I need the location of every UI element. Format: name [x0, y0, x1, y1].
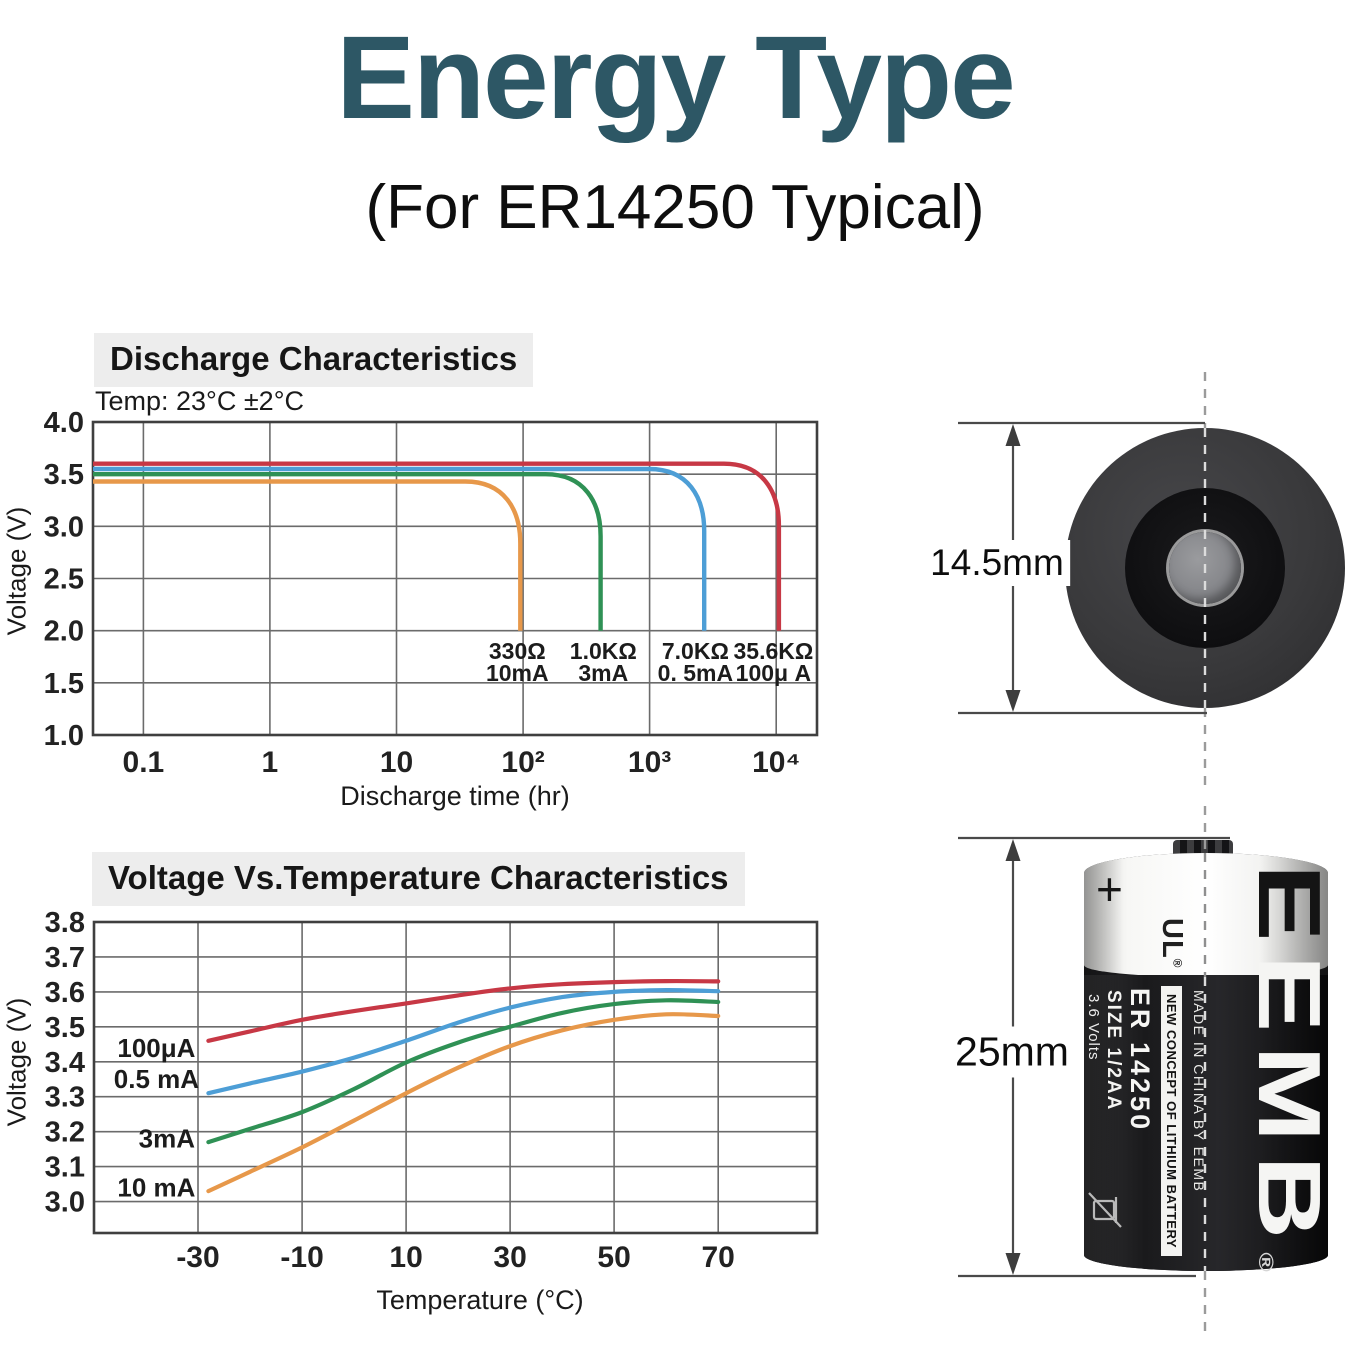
- load-annotation-line2: 3mA: [578, 660, 628, 686]
- series-label-100μA: 100μA: [117, 1033, 195, 1063]
- discharge-chart-heading: Discharge Characteristics: [94, 333, 534, 387]
- y-tick-label: 3.8: [45, 907, 85, 939]
- discharge-curve-7.0KΩ 0.5mA: [93, 466, 707, 631]
- page-title: Energy Type: [336, 12, 1015, 144]
- y-tick-label: 1.5: [44, 668, 84, 700]
- load-annotation-line1: 7.0KΩ: [662, 638, 729, 664]
- plus-polarity-mark: +: [1096, 863, 1123, 915]
- series-label-3mA: 3mA: [139, 1124, 196, 1154]
- x-tick-label: 1: [262, 746, 279, 779]
- eemb-logo: EEMB®: [1240, 864, 1339, 1272]
- diameter-dimension-label: 14.5mm: [924, 540, 1070, 586]
- x-tick-label: 10³: [628, 746, 671, 779]
- load-annotation-line1: 35.6KΩ: [733, 638, 813, 664]
- arrow-up-icon: [1005, 839, 1021, 861]
- x-tick-label: -30: [176, 1241, 219, 1274]
- y-tick-label: 3.0: [45, 1187, 85, 1219]
- x-tick-label: 10: [389, 1241, 422, 1274]
- temperature-curve-3mA: [206, 998, 721, 1145]
- x-tick-label: 10⁴: [752, 746, 800, 779]
- plot-border: [91, 420, 819, 737]
- x-tick-label: 10: [380, 746, 413, 779]
- battery-origin-text: MADE IN CHINA BY EEMB: [1191, 990, 1207, 1193]
- x-tick-label: 30: [493, 1241, 526, 1274]
- battery-positive-terminal: [1173, 840, 1233, 856]
- battery-size-text: SIZE 1/2AA: [1103, 990, 1124, 1112]
- y-tick-label: 3.1: [45, 1152, 85, 1184]
- registered-mark: ®: [1170, 958, 1185, 969]
- discharge-x-axis-title: Discharge time (hr): [340, 781, 570, 811]
- y-tick-label: 2.0: [44, 616, 84, 648]
- ul-text: UL: [1156, 918, 1188, 959]
- arrow-up-icon: [1005, 424, 1021, 446]
- load-annotation-line2: 100μ A: [736, 660, 811, 686]
- plot-border: [92, 920, 819, 1235]
- temperature-curve-0.5 mA: [206, 987, 721, 1096]
- eemb-logo-first-letter: E: [1240, 864, 1339, 955]
- y-tick-label: 4.0: [44, 407, 84, 439]
- discharge-chart: 4.0 3.5 3.0 2.5 2.0 1.5 1.0 0.1 1 10 10² 10³ 10⁴ 330Ω…: [44, 407, 819, 779]
- y-tick-label: 3.6: [45, 977, 85, 1009]
- battery-volts-text: 3.6 Volts: [1085, 994, 1102, 1061]
- y-tick-label: 3.5: [45, 1012, 85, 1044]
- battery-top-view-terminal: [1169, 532, 1241, 604]
- load-annotation-line2: 10mA: [486, 660, 549, 686]
- y-tick-label: 3.3: [45, 1082, 85, 1114]
- arrow-down-icon: [1005, 690, 1021, 712]
- y-tick-label: 3.5: [44, 459, 84, 491]
- y-tick-label: 3.2: [45, 1117, 85, 1149]
- temperature-x-axis-title: Temperature (°C): [376, 1285, 584, 1315]
- x-tick-label: -10: [280, 1241, 323, 1274]
- x-tick-label: 0.1: [123, 746, 165, 779]
- y-tick-label: 3.4: [45, 1047, 85, 1079]
- eemb-logo-registered-mark: ®: [1254, 1252, 1276, 1272]
- discharge-curve-1.0KΩ 3mA: [93, 472, 603, 631]
- y-tick-label: 2.5: [44, 564, 84, 596]
- height-dimension-label: 25mm: [949, 1026, 1075, 1078]
- temperature-curve-100μA: [206, 978, 721, 1043]
- temperature-curve-10 mA: [206, 1012, 721, 1194]
- temperature-chart: 3.83.73.63.53.43.33.23.13.0 -30 -10 10 30 50 7…: [45, 907, 819, 1274]
- y-tick-label: 3.7: [45, 942, 85, 974]
- ul-certification-icon: UL®: [1156, 918, 1188, 969]
- page-subtitle: (For ER14250 Typical): [365, 173, 985, 242]
- x-tick-label: 50: [597, 1241, 630, 1274]
- series-label-0.5 mA: 0.5 mA: [114, 1064, 199, 1094]
- temperature-chart-heading: Voltage Vs.Temperature Characteristics: [92, 852, 745, 906]
- y-tick-label: 3.0: [44, 511, 84, 543]
- battery-model-text: ER 14250: [1125, 988, 1155, 1133]
- load-annotation-line1: 330Ω: [489, 638, 546, 664]
- series-label-10 mA: 10 mA: [117, 1173, 195, 1203]
- x-tick-label: 70: [702, 1241, 735, 1274]
- battery-concept-text: NEW CONCEPT OF LITHIUM BATTERY: [1161, 986, 1182, 1257]
- discharge-curve-35.6KΩ 100μA: [93, 461, 782, 631]
- x-tick-label: 10²: [501, 746, 544, 779]
- load-annotation-line1: 1.0KΩ: [570, 638, 637, 664]
- eemb-logo-rest: EMB: [1240, 954, 1339, 1253]
- arrow-down-icon: [1005, 1253, 1021, 1275]
- discharge-curve-330Ω 10mA: [93, 479, 523, 631]
- y-tick-label: 1.0: [44, 720, 84, 752]
- discharge-temp-condition: Temp: 23°C ±2°C: [95, 386, 304, 416]
- load-annotation-line2: 0. 5mA: [658, 660, 733, 686]
